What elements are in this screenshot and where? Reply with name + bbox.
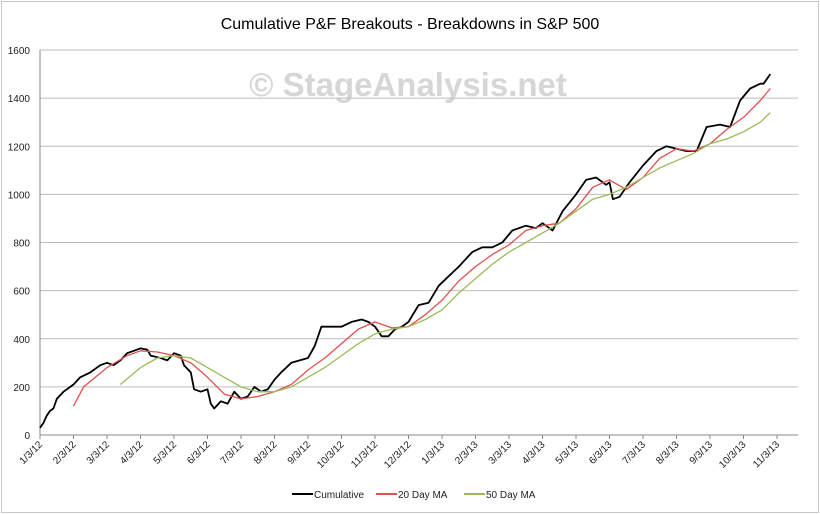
x-tick-label: 11/3/12 [349, 439, 380, 470]
x-tick-label: 7/3/13 [621, 439, 649, 467]
y-tick-label: 1000 [8, 190, 31, 201]
x-tick-label: 10/3/12 [315, 439, 347, 471]
legend-label: Cumulative [314, 490, 364, 501]
x-tick-label: 12/3/12 [382, 439, 414, 471]
x-tick-label: 2/3/13 [453, 439, 481, 467]
y-tick-label: 1400 [8, 94, 31, 105]
x-tick-label: 8/3/12 [252, 439, 280, 467]
x-tick-label: 3/3/13 [487, 439, 515, 467]
x-tick-label: 5/3/13 [554, 439, 582, 467]
y-tick-label: 200 [13, 383, 30, 394]
x-tick-label: 4/3/12 [118, 439, 146, 467]
x-tick-label: 7/3/12 [219, 439, 247, 467]
series-line-50-day-ma [119, 112, 771, 393]
series-line-20-day-ma [72, 88, 771, 407]
x-tick-label: 10/3/13 [717, 439, 749, 471]
x-tick-label: 8/3/13 [654, 439, 682, 467]
legend-label: 20 Day MA [398, 490, 448, 501]
x-tick-label: 1/3/12 [18, 439, 46, 467]
y-tick-label: 800 [13, 239, 30, 250]
x-tick-label: 2/3/12 [51, 439, 79, 467]
x-tick-label: 9/3/12 [286, 439, 314, 467]
x-tick-label: 5/3/12 [152, 439, 180, 467]
x-tick-label: 11/3/13 [751, 439, 782, 470]
x-tick-label: 6/3/12 [185, 439, 213, 467]
x-tick-label: 1/3/13 [420, 439, 448, 467]
y-tick-label: 0 [24, 431, 30, 442]
chart-title: Cumulative P&F Breakouts - Breakdowns in… [221, 16, 600, 33]
y-tick-label: 1200 [8, 142, 31, 153]
legend-label: 50 Day MA [486, 490, 536, 501]
y-tick-label: 400 [13, 335, 30, 346]
x-tick-label: 3/3/12 [85, 439, 113, 467]
y-tick-label: 600 [13, 287, 30, 298]
x-tick-label: 4/3/13 [520, 439, 548, 467]
x-tick-label: 6/3/13 [587, 439, 615, 467]
y-tick-label: 1600 [8, 46, 31, 57]
series-line-cumulative [39, 73, 772, 429]
watermark: © StageAnalysis.net [249, 66, 567, 103]
x-tick-label: 9/3/13 [688, 439, 716, 467]
